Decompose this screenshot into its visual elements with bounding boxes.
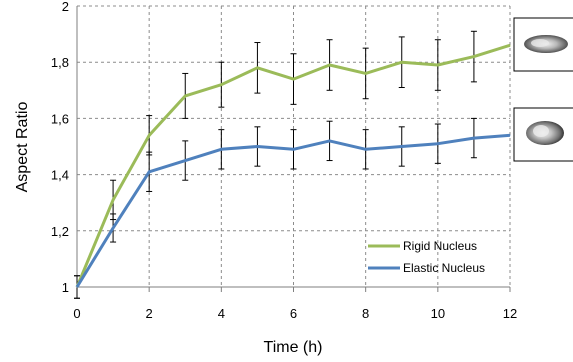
x-tick-label: 2 bbox=[146, 306, 153, 321]
data-point bbox=[473, 56, 475, 58]
data-point bbox=[329, 140, 331, 142]
data-point bbox=[401, 61, 403, 63]
x-tick-label: 12 bbox=[503, 306, 517, 321]
x-tick-label: 4 bbox=[218, 306, 225, 321]
data-point bbox=[76, 286, 78, 288]
data-point bbox=[509, 44, 511, 46]
legend: Rigid Nucleus Elastic Nucleus bbox=[368, 239, 485, 275]
tick-labels: 1 1,2 1,4 1,6 1,8 2 0 2 4 6 8 10 12 bbox=[51, 0, 517, 321]
x-axis-title: Time (h) bbox=[264, 339, 323, 356]
data-point bbox=[220, 84, 222, 86]
data-point bbox=[365, 72, 367, 74]
y-tick-label: 1,6 bbox=[51, 111, 69, 126]
data-point bbox=[473, 137, 475, 139]
data-point bbox=[329, 64, 331, 66]
y-axis-title: Aspect Ratio bbox=[14, 102, 31, 193]
y-tick-label: 2 bbox=[62, 0, 69, 14]
elongated-nucleus-image bbox=[513, 17, 573, 72]
y-tick-label: 1,4 bbox=[51, 168, 69, 183]
x-tick-label: 6 bbox=[290, 306, 297, 321]
legend-label-elastic: Elastic Nucleus bbox=[403, 261, 485, 275]
data-point bbox=[509, 134, 511, 136]
data-point bbox=[184, 160, 186, 162]
data-point bbox=[293, 78, 294, 80]
rounder-nucleus-image bbox=[513, 107, 573, 162]
data-point bbox=[437, 143, 439, 145]
data-point bbox=[365, 148, 367, 150]
data-point bbox=[401, 146, 403, 147]
y-tick-label: 1,2 bbox=[51, 224, 69, 239]
data-point bbox=[437, 64, 439, 66]
legend-label-rigid: Rigid Nucleus bbox=[403, 239, 477, 253]
data-point bbox=[184, 95, 186, 97]
data-point bbox=[148, 171, 150, 173]
x-tick-label: 10 bbox=[431, 306, 445, 321]
y-tick-label: 1,8 bbox=[51, 55, 69, 70]
y-tick-label: 1 bbox=[62, 280, 69, 295]
x-tick-label: 0 bbox=[73, 306, 80, 321]
x-tick-label: 8 bbox=[362, 306, 369, 321]
data-point bbox=[293, 148, 294, 150]
data-point bbox=[256, 67, 258, 69]
data-point bbox=[256, 146, 258, 147]
data-point bbox=[148, 134, 150, 136]
series-lines bbox=[75, 43, 511, 288]
data-point bbox=[220, 148, 222, 150]
data-point bbox=[112, 199, 114, 201]
data-point bbox=[112, 227, 114, 229]
